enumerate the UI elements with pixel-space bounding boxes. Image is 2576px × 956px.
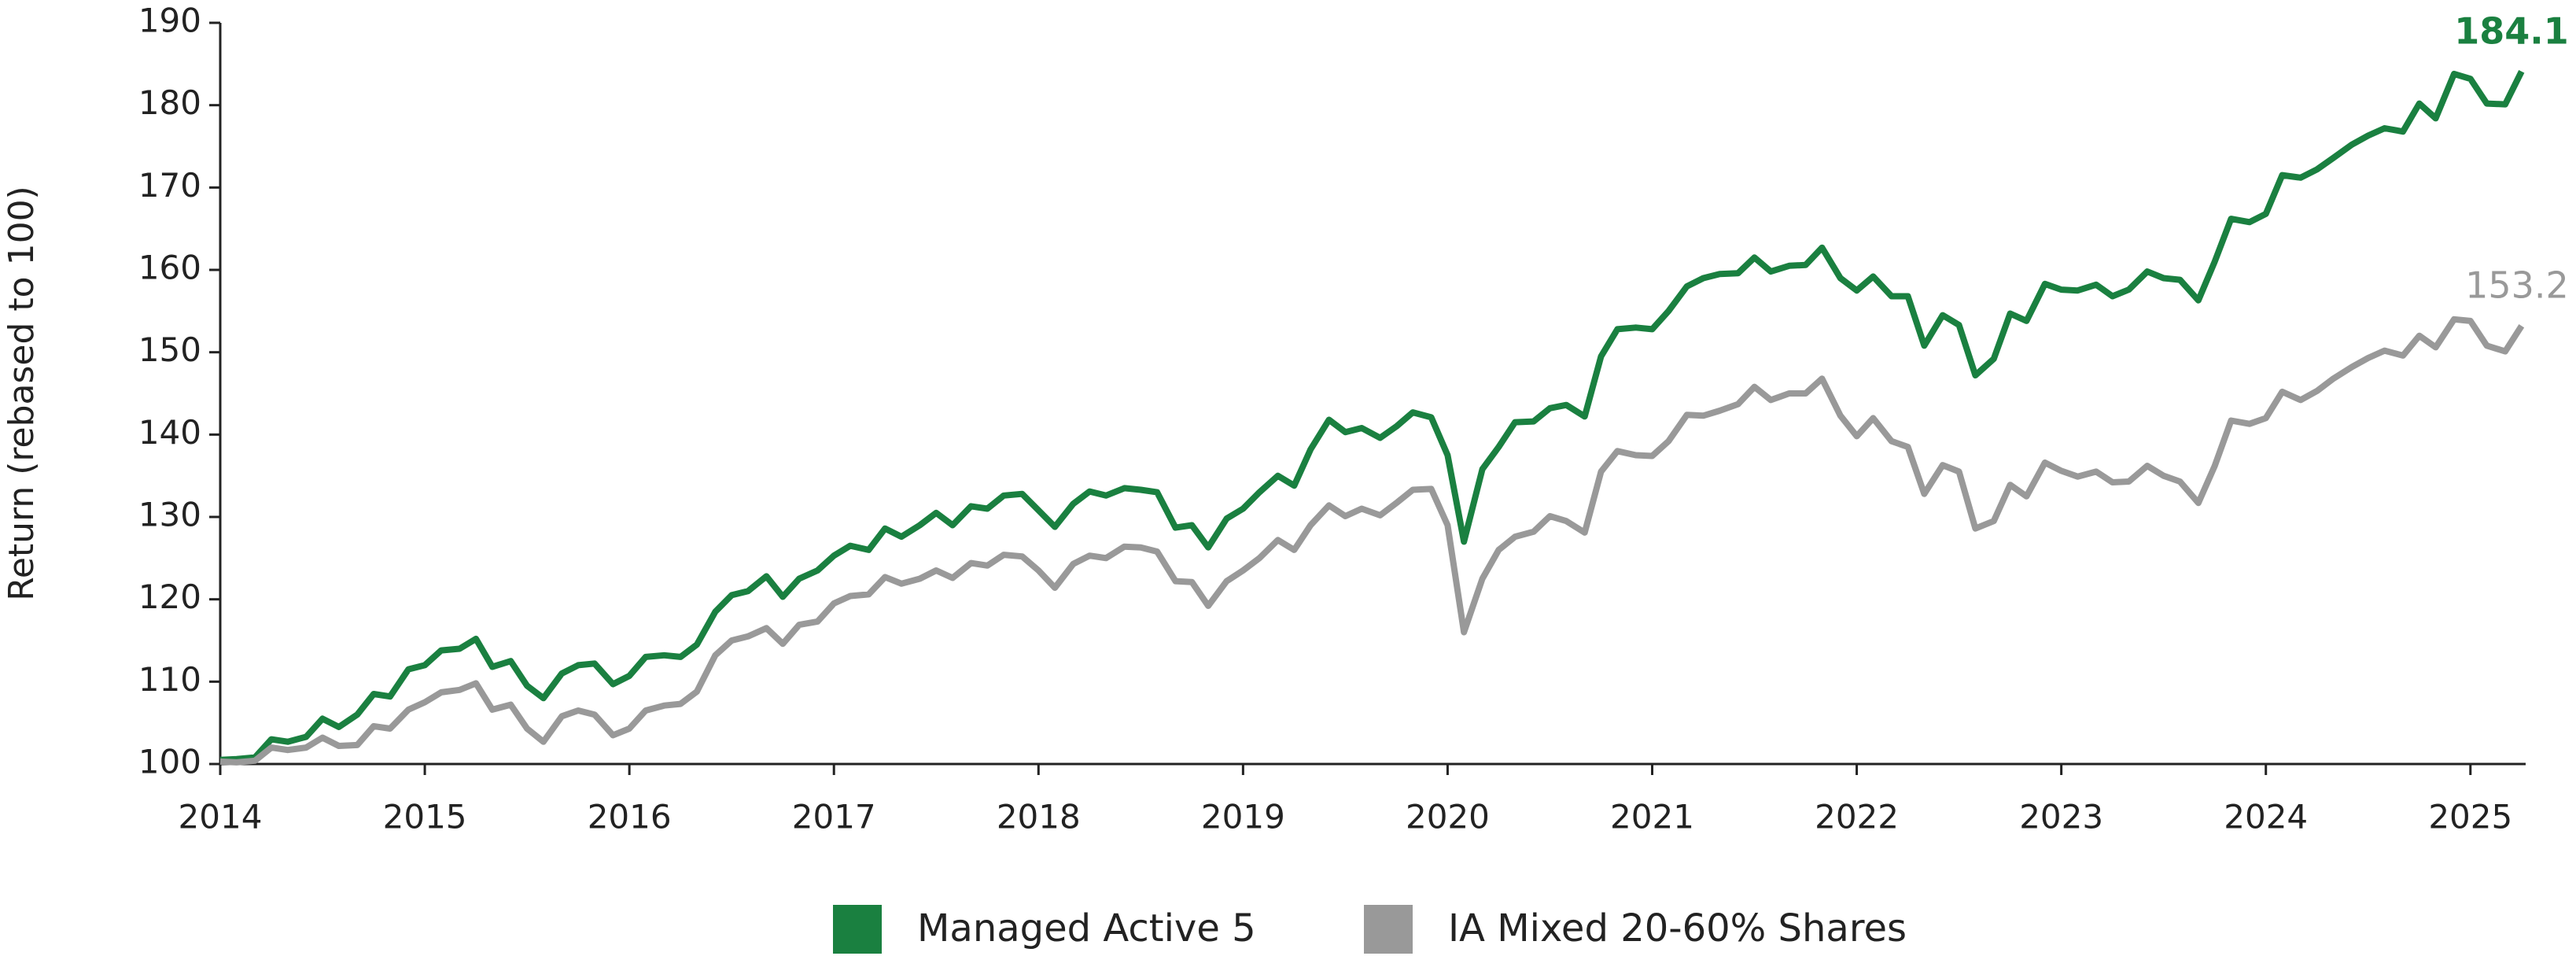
y-tick-label: 150 bbox=[138, 330, 201, 369]
x-tick-label: 2016 bbox=[588, 798, 672, 836]
end-value-label: 153.2 bbox=[2465, 264, 2569, 307]
x-tick-label: 2022 bbox=[1815, 798, 1899, 836]
y-tick-label: 110 bbox=[138, 660, 201, 699]
legend-label: IA Mixed 20-60% Shares bbox=[1448, 906, 1907, 950]
y-tick-label: 140 bbox=[138, 413, 201, 452]
end-value-label: 184.1 bbox=[2454, 9, 2569, 52]
y-tick-label: 160 bbox=[138, 249, 201, 287]
y-tick-label: 170 bbox=[138, 166, 201, 205]
x-tick-label: 2020 bbox=[1406, 798, 1490, 836]
x-tick-label: 2018 bbox=[997, 798, 1081, 836]
y-tick-label: 190 bbox=[138, 2, 201, 40]
x-tick-label: 2021 bbox=[1610, 798, 1694, 836]
x-tick-label: 2024 bbox=[2224, 798, 2308, 836]
y-tick-label: 120 bbox=[138, 578, 201, 616]
series-line bbox=[219, 316, 2525, 766]
y-tick-label: 130 bbox=[138, 496, 201, 534]
x-tick-label: 2014 bbox=[179, 798, 263, 836]
x-tick-label: 2015 bbox=[383, 798, 467, 836]
legend-swatch bbox=[1364, 905, 1413, 954]
x-tick-label: 2019 bbox=[1201, 798, 1285, 836]
x-tick-label: 2025 bbox=[2428, 798, 2512, 836]
y-axis-label: Return (rebased to 100) bbox=[2, 186, 42, 600]
x-tick-label: 2023 bbox=[2019, 798, 2103, 836]
y-tick-label: 100 bbox=[138, 743, 201, 781]
y-tick-label: 180 bbox=[138, 83, 201, 122]
series-line bbox=[219, 70, 2525, 763]
legend-label: Managed Active 5 bbox=[917, 906, 1256, 950]
legend-swatch bbox=[833, 905, 882, 954]
x-tick-label: 2017 bbox=[792, 798, 876, 836]
